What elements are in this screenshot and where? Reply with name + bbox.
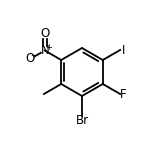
Text: −: − bbox=[31, 51, 38, 60]
Text: I: I bbox=[122, 43, 125, 57]
Text: F: F bbox=[120, 88, 127, 100]
Text: +: + bbox=[45, 43, 52, 52]
Text: O: O bbox=[40, 27, 49, 40]
Text: N: N bbox=[40, 44, 49, 57]
Text: O: O bbox=[25, 52, 35, 66]
Text: Br: Br bbox=[75, 114, 89, 127]
